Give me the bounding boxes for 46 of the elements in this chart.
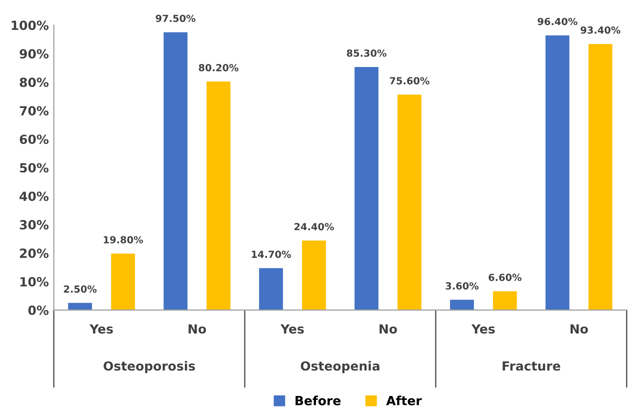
y-tick-label: 10% [20, 277, 49, 286]
y-tick-label: 30% [20, 220, 49, 230]
y-tick-label: 90% [20, 49, 49, 59]
text: Osteopenia [300, 360, 380, 374]
bar [398, 94, 422, 310]
bar [546, 35, 570, 310]
data-label: 24.40% [294, 222, 334, 230]
data-label: 3.60% [446, 282, 479, 290]
bar [302, 240, 326, 310]
x-tick-label: No [570, 324, 588, 334]
x-tick-label: Yes [471, 324, 495, 334]
x-tick-label: No [188, 324, 206, 334]
bar [493, 291, 517, 310]
x-tick-label: Yes [280, 324, 304, 334]
bar [354, 67, 378, 310]
legend-label: After [386, 396, 422, 406]
bar [588, 44, 612, 310]
data-label: 96.40% [538, 18, 578, 26]
y-tick-label: 50% [20, 163, 49, 173]
data-label: 14.70% [252, 250, 291, 258]
bar [111, 254, 135, 310]
bar [206, 82, 230, 310]
y-tick-label: 40% [20, 192, 49, 202]
y-tick-label: 70% [20, 106, 49, 116]
legend-label: Before [296, 396, 341, 406]
y-tick-label: 60% [20, 134, 49, 144]
y-tick-label: 0% [28, 306, 49, 315]
y-tick-label: 100% [12, 20, 49, 30]
bar [450, 300, 474, 310]
data-label: 97.50% [156, 14, 196, 22]
y-tick-label: 80% [20, 78, 49, 88]
x-tick-label: No [380, 324, 397, 334]
data-label: 85.30% [346, 49, 386, 57]
bar [68, 302, 92, 310]
text: Fracture [502, 361, 560, 371]
data-label: 2.50% [64, 285, 97, 293]
data-label: 75.60% [390, 77, 430, 84]
x-tick-label: Yes [90, 324, 113, 334]
data-label: 80.20% [198, 64, 238, 72]
data-label: 19.80% [104, 236, 143, 244]
bar [164, 32, 188, 310]
text: Osteoporosis [104, 360, 195, 374]
data-label: 6.60% [488, 274, 522, 282]
bar [259, 268, 283, 310]
y-tick-label: 20% [20, 248, 49, 258]
data-label: 93.40% [580, 26, 620, 34]
